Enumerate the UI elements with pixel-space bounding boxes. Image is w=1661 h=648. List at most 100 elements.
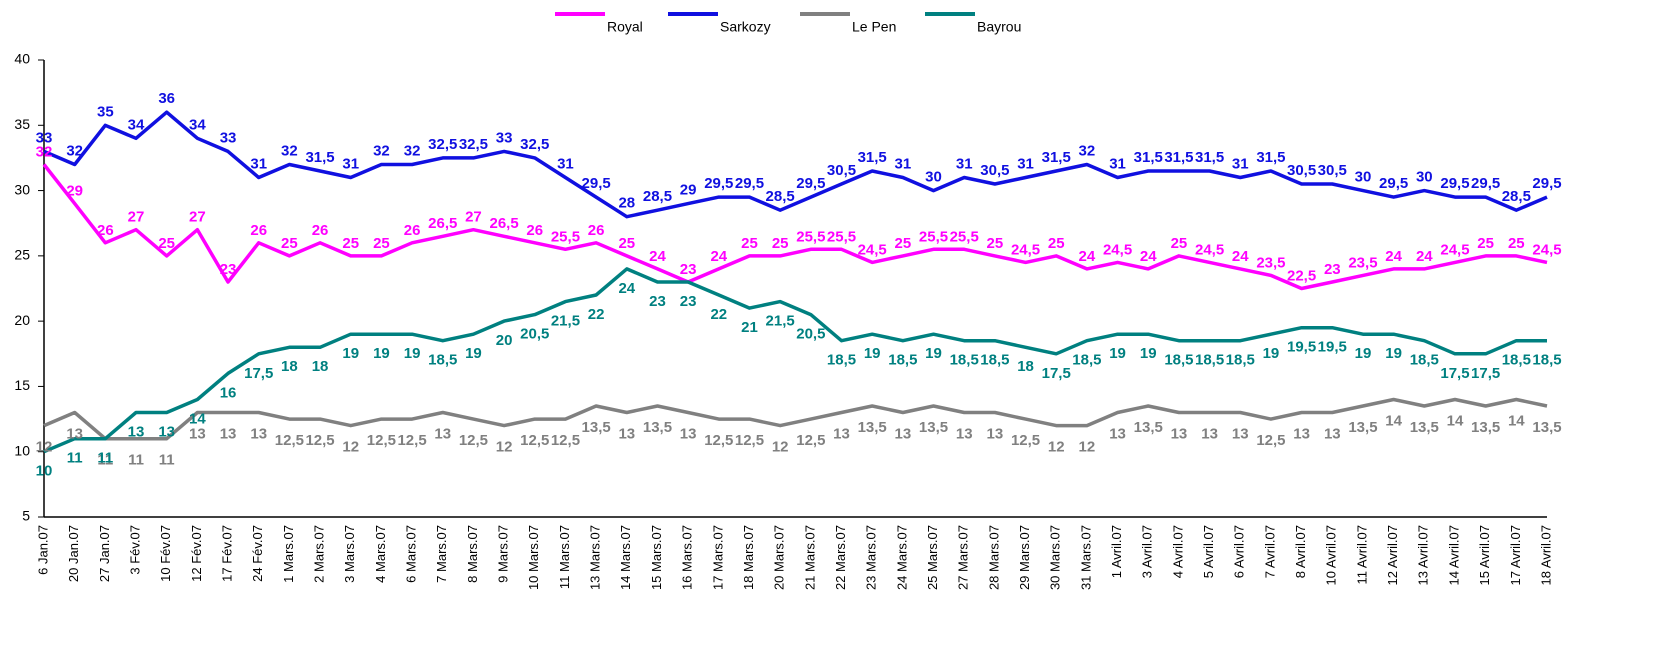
data-label: 31 — [895, 155, 912, 172]
data-label: 13 — [1171, 426, 1188, 443]
x-tick-label: 17 Fév.07 — [219, 525, 234, 582]
data-label: 18 — [312, 358, 329, 375]
data-label: 13,5 — [1471, 419, 1500, 436]
data-label: 14 — [1447, 412, 1464, 429]
data-label: 12 — [772, 439, 789, 456]
x-tick-label: 8 Mars.07 — [465, 525, 480, 583]
data-label: 18,5 — [1226, 352, 1255, 369]
data-label: 28,5 — [766, 188, 795, 205]
data-label: 18 — [1017, 358, 1034, 375]
x-tick-label: 6 Mars.07 — [404, 525, 419, 583]
data-label: 18,5 — [1164, 352, 1193, 369]
data-label: 25 — [342, 235, 359, 252]
data-label: 31,5 — [1256, 149, 1285, 166]
x-tick-label: 3 Fév.07 — [127, 525, 142, 575]
data-label: 29,5 — [1440, 175, 1469, 192]
series-line — [43, 397, 1548, 441]
series-line — [43, 267, 1547, 454]
data-label: 34 — [128, 116, 145, 133]
data-label: 12,5 — [735, 432, 764, 449]
data-label: 26 — [526, 222, 543, 239]
data-label: 25,5 — [827, 228, 856, 245]
x-tick-label: 5 Avril.07 — [1201, 525, 1216, 578]
x-tick-label: 14 Mars.07 — [618, 525, 633, 590]
data-label: 23 — [649, 293, 666, 310]
data-label: 31,5 — [858, 149, 887, 166]
data-label: 24,5 — [1011, 241, 1040, 258]
data-label: 24,5 — [858, 241, 887, 258]
y-tick-label: 25 — [14, 247, 30, 263]
data-label: 13 — [66, 426, 83, 443]
data-label: 25 — [158, 235, 175, 252]
data-label: 12,5 — [305, 432, 334, 449]
data-label: 31,5 — [1134, 149, 1163, 166]
data-label: 23 — [680, 261, 697, 278]
data-label: 21,5 — [551, 313, 580, 330]
series-line — [42, 163, 1548, 291]
x-tick-label: 18 Avril.07 — [1538, 525, 1553, 585]
data-label: 24,5 — [1532, 241, 1561, 258]
data-label: 18,5 — [1410, 352, 1439, 369]
data-label: 26,5 — [490, 215, 519, 232]
data-label: 26 — [588, 222, 605, 239]
x-tick-label: 9 Mars.07 — [496, 525, 511, 583]
data-label: 21,5 — [766, 313, 795, 330]
data-label: 32 — [404, 142, 421, 159]
data-label: 35 — [97, 103, 114, 120]
y-tick-label: 5 — [22, 508, 30, 524]
data-label: 12 — [496, 439, 513, 456]
data-label: 13 — [618, 426, 635, 443]
x-tick-label: 31 Mars.07 — [1078, 525, 1093, 590]
data-label: 31 — [1017, 155, 1034, 172]
x-tick-label: 12 Avril.07 — [1385, 525, 1400, 585]
data-label: 30,5 — [980, 162, 1009, 179]
x-tick-label: 7 Mars.07 — [434, 525, 449, 583]
x-tick-label: 27 Mars.07 — [956, 525, 971, 590]
data-label: 13,5 — [582, 419, 611, 436]
data-label: 12 — [1048, 439, 1065, 456]
x-tick-label: 10 Fév.07 — [158, 525, 173, 582]
data-label: 12 — [342, 439, 359, 456]
x-tick-label: 3 Avril.07 — [1140, 525, 1155, 578]
data-label: 14 — [1508, 412, 1525, 429]
x-tick-label: 15 Avril.07 — [1477, 525, 1492, 585]
data-label: 13 — [1324, 426, 1341, 443]
x-tick-label: 24 Fév.07 — [250, 525, 265, 582]
data-label: 26 — [312, 222, 329, 239]
data-label: 28,5 — [1502, 188, 1531, 205]
y-tick-label: 40 — [14, 51, 30, 67]
data-label: 13 — [1109, 426, 1126, 443]
data-label: 25 — [1171, 235, 1188, 252]
data-label: 23 — [220, 261, 237, 278]
legend-label: Bayrou — [977, 19, 1021, 35]
data-label: 29,5 — [582, 175, 611, 192]
data-label: 17,5 — [244, 365, 273, 382]
data-label: 31,5 — [1164, 149, 1193, 166]
data-label: 25,5 — [919, 228, 948, 245]
data-label: 32 — [66, 142, 83, 159]
legend-label: Sarkozy — [720, 19, 771, 35]
data-label: 31 — [557, 155, 574, 172]
x-tick-label: 27 Jan.07 — [97, 525, 112, 582]
x-tick-label: 28 Mars.07 — [986, 525, 1001, 590]
legend-label: Royal — [607, 19, 643, 35]
data-label: 13 — [158, 424, 175, 441]
data-label: 32,5 — [520, 136, 549, 153]
data-label: 18,5 — [980, 352, 1009, 369]
data-label: 18,5 — [950, 352, 979, 369]
data-label: 12,5 — [367, 432, 396, 449]
x-tick-label: 3 Mars.07 — [342, 525, 357, 583]
x-tick-label: 6 Jan.07 — [35, 525, 50, 575]
data-label: 24 — [1140, 248, 1157, 265]
x-tick-label: 6 Avril.07 — [1232, 525, 1247, 578]
y-tick-label: 30 — [14, 181, 30, 197]
data-label: 29,5 — [796, 175, 825, 192]
x-tick-label: 18 Mars.07 — [741, 525, 756, 590]
data-label: 31,5 — [1042, 149, 1071, 166]
x-tick-label: 7 Avril.07 — [1262, 525, 1277, 578]
data-label: 31 — [956, 155, 973, 172]
data-label: 24,5 — [1103, 241, 1132, 258]
x-tick-label: 10 Avril.07 — [1324, 525, 1339, 585]
data-label: 13,5 — [1532, 419, 1561, 436]
